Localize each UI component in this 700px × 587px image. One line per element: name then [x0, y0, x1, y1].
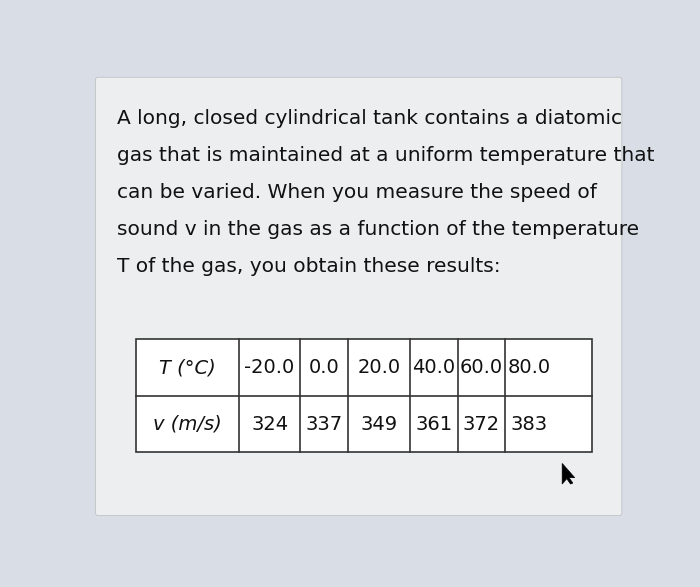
Text: -20.0: -20.0	[244, 358, 295, 377]
Text: 20.0: 20.0	[358, 358, 400, 377]
Text: 40.0: 40.0	[412, 358, 455, 377]
Bar	[136, 339, 592, 453]
Text: 337: 337	[306, 414, 343, 434]
Text: T (°C): T (°C)	[159, 358, 216, 377]
Polygon shape	[562, 464, 575, 484]
Text: 383: 383	[511, 414, 548, 434]
Text: gas that is maintained at a uniform temperature that: gas that is maintained at a uniform temp…	[118, 146, 654, 165]
Text: 361: 361	[415, 414, 452, 434]
Text: 349: 349	[360, 414, 398, 434]
FancyBboxPatch shape	[96, 77, 622, 515]
Text: 372: 372	[463, 414, 500, 434]
Text: 0.0: 0.0	[309, 358, 340, 377]
Text: 60.0: 60.0	[460, 358, 503, 377]
Text: sound v in the gas as a function of the temperature: sound v in the gas as a function of the …	[118, 220, 640, 239]
Text: v (m/s): v (m/s)	[153, 414, 222, 434]
Text: A long, closed cylindrical tank contains a diatomic: A long, closed cylindrical tank contains…	[118, 109, 622, 128]
Text: 80.0: 80.0	[508, 358, 551, 377]
Text: T of the gas, you obtain these results:: T of the gas, you obtain these results:	[118, 257, 501, 276]
Text: can be varied. When you measure the speed of: can be varied. When you measure the spee…	[118, 183, 597, 202]
Text: 324: 324	[251, 414, 288, 434]
